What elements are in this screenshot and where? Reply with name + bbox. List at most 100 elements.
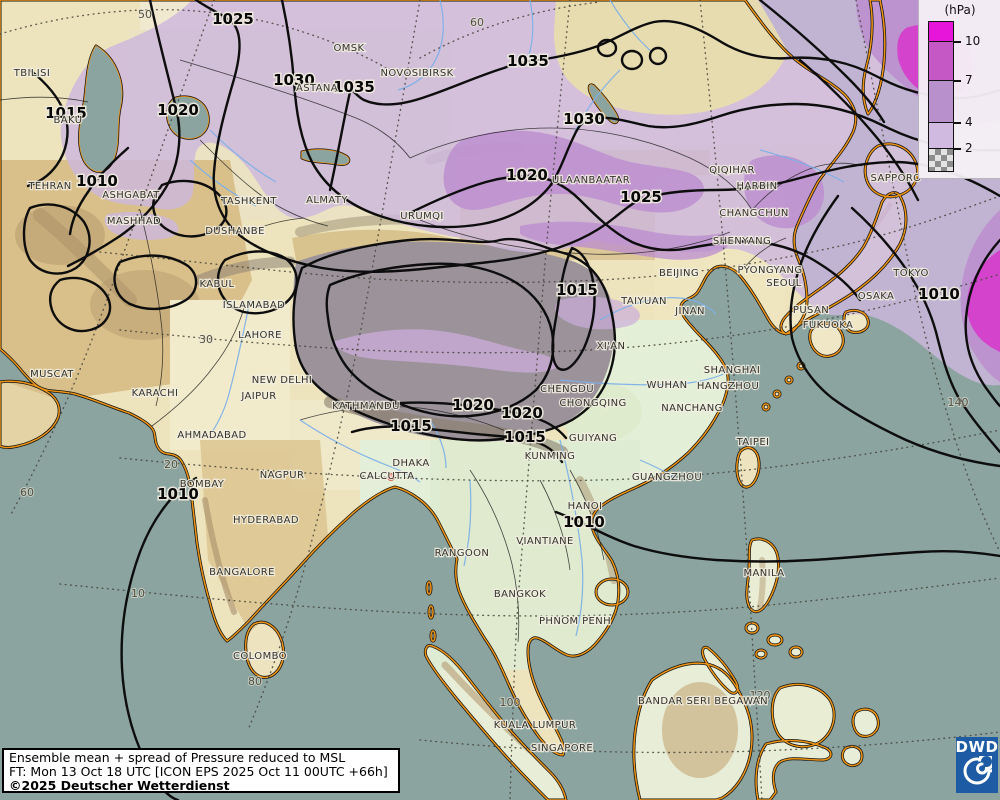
city-label-almaty: ALMATY — [306, 195, 348, 206]
graticule-label-30: 30 — [199, 333, 213, 346]
city-label-tehran: TEHRAN — [27, 181, 71, 192]
city-label-hanoi: HANOI — [568, 501, 603, 512]
city-label-novosibirsk: NOVOSIBIRSK — [380, 68, 453, 79]
city-label-taipei: TAIPEI — [736, 437, 770, 448]
country-borders — [0, 59, 863, 643]
city-label-kuala-lumpur: KUALA LUMPUR — [494, 720, 576, 731]
isobar-label-1030: 1030 — [563, 110, 605, 128]
legend-color-4-7 — [929, 81, 953, 123]
city-label-osaka: OSAKA — [858, 291, 894, 302]
map-product-title: Ensemble mean + spread of Pressure reduc… — [9, 750, 346, 765]
isobar-label-1015: 1015 — [556, 281, 598, 299]
dwd-logo-text: DWD — [955, 738, 999, 756]
map-forecast-time: FT: Mon 13 Oct 18 UTC [ICON EPS 2025 Oct… — [9, 764, 388, 779]
city-label-colombo: COLOMBO — [233, 651, 287, 662]
graticule-label-60: 60 — [20, 486, 34, 499]
legend-color-10 — [929, 22, 953, 42]
city-label-islamabad: ISLAMABAD — [223, 300, 285, 311]
city-label-muscat: MUSCAT — [30, 369, 74, 380]
city-label-bandar-seri-begawan: BANDAR SERI BEGAWAN — [638, 696, 768, 707]
city-label-pusan: PUSAN — [793, 305, 829, 316]
city-label-tokyo: TOKYO — [892, 268, 929, 279]
city-label-wuhan: WUHAN — [646, 380, 687, 391]
city-label-phnom-penh: PHNOM PENH — [539, 616, 611, 627]
isobar-label-1015: 1015 — [390, 417, 432, 435]
isobar-label-1010: 1010 — [918, 285, 960, 303]
graticule-label-100: 100 — [500, 696, 521, 709]
city-labels: TBILISI BAKU TEHRAN ASHGABAT MASHHAD MUSCAT KA… — [12, 42, 930, 755]
city-label-viantiane: VIANTIANE — [516, 536, 573, 547]
spread-legend: (hPa) 10 7 4 2 — [918, 0, 1000, 179]
city-label-fukuoka: FUKUOKA — [803, 320, 854, 331]
legend-tick-mark — [954, 41, 961, 43]
city-label-kunming: KUNMING — [525, 451, 576, 462]
legend-tick-mark — [954, 148, 961, 150]
graticule-label-80: 80 — [248, 675, 262, 688]
city-label-jaipur: JAIPUR — [240, 391, 276, 402]
city-label-new-delhi: NEW DELHI — [252, 375, 313, 386]
city-label-mashhad: MASHHAD — [107, 216, 161, 227]
isobar-label-1020: 1020 — [501, 404, 543, 422]
graticule-label-60: 60 — [470, 16, 484, 29]
graticule-label-140: 140 — [948, 396, 969, 409]
isobar-contours — [22, 0, 1000, 800]
calcutta-marker — [387, 473, 395, 481]
graticule-label-20: 20 — [164, 458, 178, 471]
legend-color-2 — [929, 149, 953, 171]
city-label-changchun: CHANGCHUN — [719, 208, 788, 219]
legend-tick-mark — [954, 122, 961, 124]
city-label-tashkent: TASHKENT — [220, 196, 277, 207]
city-label-bangkok: BANGKOK — [494, 589, 546, 600]
city-label-karachi: KARACHI — [132, 388, 179, 399]
pressure-labels: 1015 1020 1025 1030 1035 1035 1030 1020 1025 1010… — [44, 9, 962, 533]
city-label-nagpur: NAGPUR — [260, 470, 305, 481]
city-label-guiyang: GUIYANG — [569, 433, 617, 444]
city-label-shanghai: SHANGHAI — [704, 365, 760, 376]
graticule-labels: 50 60 60 30 20 10 80 100 120 140 — [19, 7, 970, 710]
city-label-shenyang: SHENYANG — [713, 236, 771, 247]
city-label-omsk: OMSK — [333, 43, 364, 54]
city-label-hangzhou: HANGZHOU — [697, 381, 759, 392]
city-label-xi-an: XI'AN — [597, 341, 626, 352]
city-label-taiyuan: TAIYUAN — [620, 296, 667, 307]
city-label-calcutta: CALCUTTA — [359, 471, 414, 482]
legend-tick-label-7: 7 — [965, 73, 973, 87]
city-label-dhaka: DHAKA — [392, 458, 429, 469]
city-label-kabul: KABUL — [200, 279, 235, 290]
city-label-urumqi: URUMQI — [400, 211, 443, 222]
city-label-guangzhou: GUANGZHOU — [632, 472, 702, 483]
city-label-bombay: BOMBAY — [180, 479, 225, 490]
city-label-jinan: JINAN — [674, 306, 705, 317]
city-label-sapporo: SAPPORO — [871, 173, 922, 184]
city-label-qiqihar: QIQIHAR — [709, 165, 755, 176]
city-label-ashgabat: ASHGABAT — [102, 190, 160, 201]
legend-title: (hPa) — [944, 3, 976, 17]
city-label-harbin: HARBIN — [737, 181, 778, 192]
isobar-label-1035: 1035 — [333, 78, 375, 96]
city-label-kathmandu: KATHMANDU — [332, 401, 400, 412]
legend-tick-mark — [954, 80, 961, 82]
city-label-baku: BAKU — [54, 115, 83, 126]
city-label-rangoon: RANGOON — [435, 548, 490, 559]
isobar-label-1020: 1020 — [452, 396, 494, 414]
city-label-manila: MANILA — [744, 568, 785, 579]
legend-tick-label-2: 2 — [965, 141, 973, 155]
isobar-label-1020: 1020 — [157, 101, 199, 119]
isobar-label-1025: 1025 — [620, 188, 662, 206]
city-label-pyongyang: PYONGYANG — [738, 265, 803, 276]
city-label-bangalore: BANGALORE — [209, 567, 275, 578]
city-label-chengdu: CHENGDU — [540, 384, 594, 395]
legend-tick-label-10: 10 — [965, 34, 981, 48]
city-label-beijing: BEIJING — [659, 268, 699, 279]
city-label-tbilisi: TBILISI — [13, 68, 51, 79]
isobar-label-1035: 1035 — [507, 52, 549, 70]
city-label-astana: ASTANA — [296, 83, 338, 94]
legend-tick-label-4: 4 — [965, 115, 973, 129]
legend-color-2-4 — [929, 123, 953, 149]
isobar-label-1010: 1010 — [563, 513, 605, 531]
isobar-label-1010: 1010 — [157, 485, 199, 503]
rivers — [189, 0, 845, 637]
dwd-logo: DWD — [956, 737, 998, 793]
city-label-lahore: LAHORE — [238, 330, 282, 341]
